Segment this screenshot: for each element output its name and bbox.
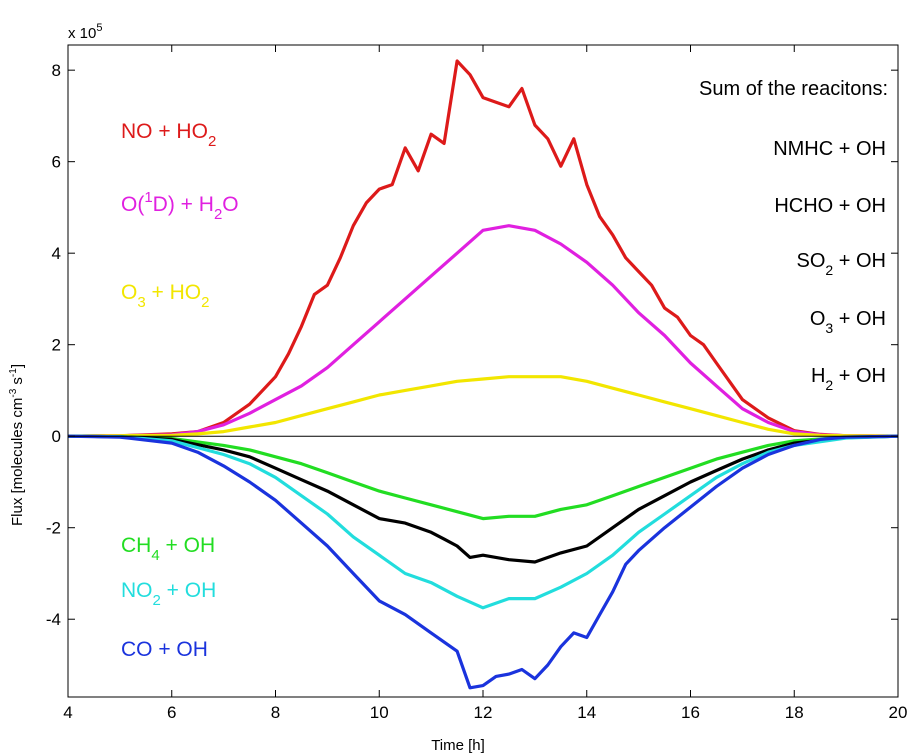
multiplier-base: x 10 [68, 25, 96, 42]
y-tick-label: 8 [52, 61, 61, 80]
series-label-o3_ho2: O3 + HO2 [121, 281, 209, 311]
series-label-no2_oh: NO2 + OH [121, 579, 216, 609]
x-tick-label: 20 [889, 703, 908, 722]
y-tick-label: 6 [52, 153, 61, 172]
x-tick-label: 8 [271, 703, 280, 722]
series-line-no2_oh [67, 434, 899, 610]
series-label-no_ho2: NO + HO2 [121, 120, 216, 150]
x-axis-label: Time [h] [431, 737, 485, 754]
series-line-ch4_oh [67, 434, 899, 521]
series-line-sum_black [67, 434, 899, 564]
series-line-o1d_h2o [67, 224, 899, 438]
y-tick-label: 2 [52, 336, 61, 355]
sum-item: H2 + OH [811, 365, 886, 393]
sum-item: HCHO + OH [774, 195, 886, 217]
sum-items: NMHC + OH HCHO + OH SO2 + OH O3 + OH H2 + OH [773, 138, 886, 393]
y-tick-label: -2 [46, 519, 61, 538]
series-layer [67, 59, 899, 690]
y-multiplier: x 105 [68, 22, 102, 42]
x-tick-label: 18 [785, 703, 804, 722]
series-line-co_oh [67, 434, 899, 690]
ticks-layer: 4 6 8 10 12 14 16 18 20 -4 -2 0 2 4 6 8 [46, 45, 908, 722]
x-tick-label: 16 [681, 703, 700, 722]
y-tick-label: 0 [52, 427, 61, 446]
series-label-ch4_oh: CH4 + OH [121, 534, 215, 564]
series-label-o1d_h2o: O(1D) + H2O [121, 189, 239, 223]
sum-item: NMHC + OH [773, 138, 886, 160]
multiplier-exp: 5 [96, 22, 102, 34]
y-tick-label: 4 [52, 244, 61, 263]
x-tick-label: 4 [63, 703, 72, 722]
series-line-o3_ho2 [67, 375, 899, 438]
x-tick-label: 14 [577, 703, 596, 722]
x-tick-label: 12 [474, 703, 493, 722]
sum-header: Sum of the reacitons: [699, 78, 888, 100]
y-axis-label: Flux [molecules cm-3 s-1] [8, 364, 26, 526]
x-tick-label: 6 [167, 703, 176, 722]
series-line-no_ho2 [67, 59, 899, 438]
series-labels-layer: NO + HO2 O(1D) + H2O O3 + HO2 CH4 + OH NO2 +… [121, 120, 239, 661]
y-tick-label: -4 [46, 610, 61, 629]
sum-item: SO2 + OH [797, 250, 887, 278]
sum-item: O3 + OH [810, 308, 886, 336]
x-tick-label: 10 [370, 703, 389, 722]
series-label-co_oh: CO + OH [121, 638, 208, 661]
